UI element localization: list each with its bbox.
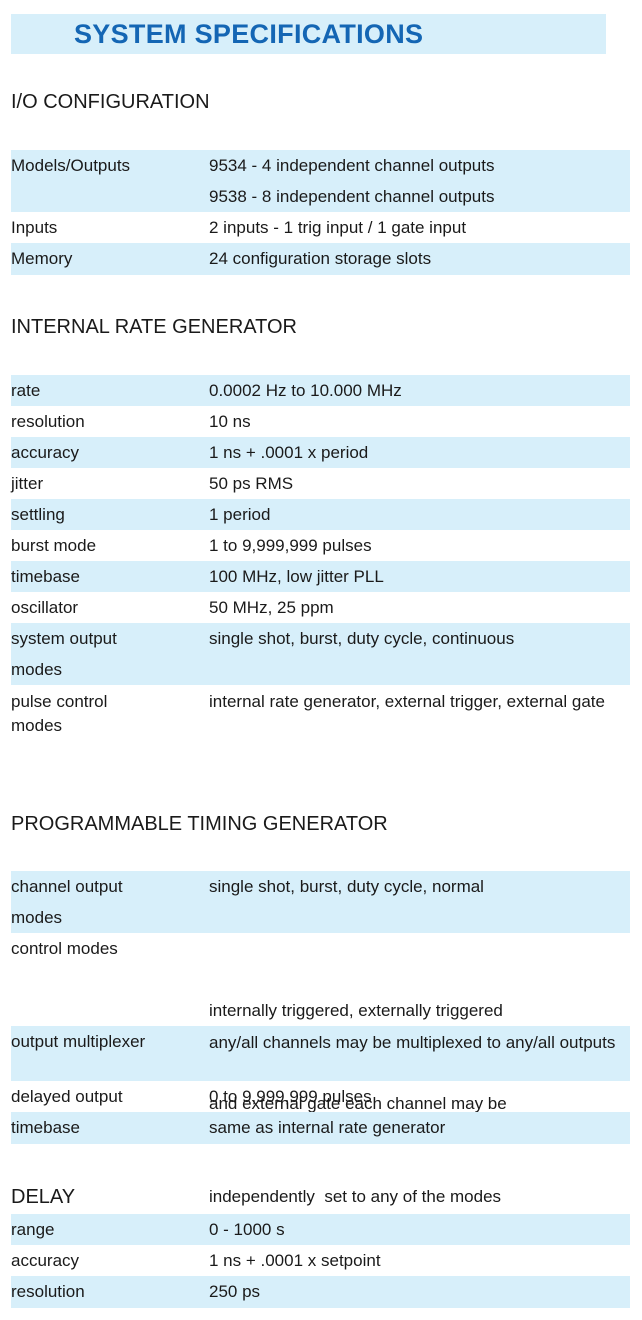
spec-label: accuracy [11, 1251, 80, 1270]
spec-row-output-multiplexer: output multiplexer any/all channels may … [11, 1026, 630, 1081]
page-title: SYSTEM SPECIFICATIONS [74, 19, 424, 49]
spec-row-oscillator: oscillator 50 MHz, 25 ppm [11, 592, 630, 623]
spec-label: delayed output [11, 1087, 123, 1106]
spec-label: oscillator [11, 598, 79, 617]
spec-value-line: 9534 - 4 independent channel outputs [209, 156, 495, 175]
spec-row-models-outputs: Models/Outputs 9534 - 4 independent chan… [11, 150, 630, 212]
spec-value: 0.0002 Hz to 10.000 MHz [209, 381, 402, 400]
spec-value: any/all channels may be multiplexed to a… [209, 1033, 616, 1052]
spec-label: resolution [11, 412, 85, 431]
spec-row-memory: Memory 24 configuration storage slots [11, 243, 630, 275]
spec-value: 250 ps [209, 1282, 261, 1301]
spec-value-line: and external gate each channel may be [209, 1094, 507, 1113]
spec-row-burst-mode: burst mode 1 to 9,999,999 pulses [11, 530, 630, 561]
spec-label: control modes [11, 939, 118, 958]
spec-label: Inputs [11, 218, 58, 237]
spec-label: pulse control modes [11, 692, 108, 735]
spec-row-channel-output-modes: channel output modes single shot, burst,… [11, 871, 630, 933]
spec-row-system-output-modes: system output modes single shot, burst, … [11, 623, 630, 685]
section-heading-io-configuration: I/O CONFIGURATION [11, 91, 210, 113]
spec-label: accuracy [11, 443, 80, 462]
spec-row-delayed-output: delayed output 0 to 9,999,999 pulses [11, 1081, 630, 1112]
spec-label: rate [11, 381, 41, 400]
spec-row-inputs: Inputs 2 inputs - 1 trig input / 1 gate … [11, 212, 630, 243]
spec-label: channel output modes [11, 877, 123, 927]
spec-label: burst mode [11, 536, 97, 555]
section-heading-delay: DELAY [11, 1186, 76, 1208]
spec-value: 2 inputs - 1 trig input / 1 gate input [209, 218, 467, 237]
spec-value-line: internally triggered, externally trigger… [209, 1001, 503, 1020]
spec-value: 1 ns + .0001 x period [209, 443, 369, 462]
section-heading-programmable-timing-generator: PROGRAMMABLE TIMING GENERATOR [11, 813, 388, 835]
spec-row-timebase: timebase same as internal rate generator [11, 1112, 630, 1144]
spec-row-pulse-control-modes: pulse control modes internal rate genera… [11, 690, 630, 744]
spec-value: same as internal rate generator [209, 1118, 446, 1137]
spec-value: single shot, burst, duty cycle, normal [209, 877, 484, 896]
spec-row-accuracy: accuracy 1 ns + .0001 x period [11, 437, 630, 468]
spec-label: jitter [11, 474, 44, 493]
spec-label: output multiplexer [11, 1032, 146, 1051]
section-heading-internal-rate-generator: INTERNAL RATE GENERATOR [11, 316, 297, 338]
spec-value: 1 period [209, 505, 271, 524]
spec-row-accuracy: accuracy 1 ns + .0001 x setpoint [11, 1245, 630, 1276]
spec-value: 10 ns [209, 412, 251, 431]
spec-value: 50 MHz, 25 ppm [209, 598, 334, 617]
title-banner: SYSTEM SPECIFICATIONS [11, 14, 606, 54]
spec-value-line: 9538 - 8 independent channel outputs [209, 187, 495, 206]
spec-row-resolution: resolution 250 ps [11, 1276, 630, 1308]
spec-value: 1 to 9,999,999 pulses [209, 536, 372, 555]
spec-value: 9534 - 4 independent channel outputs 953… [209, 150, 494, 212]
spec-value: single shot, burst, duty cycle, continuo… [209, 629, 515, 648]
spec-label: timebase [11, 567, 80, 586]
spec-label: system output modes [11, 629, 117, 679]
spec-value: internal rate generator, external trigge… [209, 692, 605, 711]
spec-value: 0 - 1000 s [209, 1220, 285, 1239]
spec-label: range [11, 1220, 55, 1239]
spec-label: timebase [11, 1118, 80, 1137]
spec-value-line: independently set to any of the modes [209, 1187, 502, 1206]
spec-row-range: range 0 - 1000 s [11, 1214, 630, 1245]
spec-value: 50 ps RMS [209, 474, 294, 493]
spec-row-timebase: timebase 100 MHz, low jitter PLL [11, 561, 630, 592]
spec-label: settling [11, 505, 65, 524]
spec-row-resolution: resolution 10 ns [11, 406, 630, 437]
spec-value: 24 configuration storage slots [209, 249, 432, 268]
spec-value: 1 ns + .0001 x setpoint [209, 1251, 381, 1270]
spec-row-rate: rate 0.0002 Hz to 10.000 MHz [11, 375, 630, 406]
spec-row-settling: settling 1 period [11, 499, 630, 530]
spec-value: internally triggered, externally trigger… [209, 933, 507, 1274]
spec-row-jitter: jitter 50 ps RMS [11, 468, 630, 499]
spec-value: 100 MHz, low jitter PLL [209, 567, 384, 586]
spec-label: resolution [11, 1282, 85, 1301]
spec-label: Memory [11, 249, 73, 268]
spec-value: 0 to 9,999,999 pulses [209, 1087, 372, 1106]
spec-row-control-modes: control modes internally triggered, exte… [11, 933, 630, 1206]
spec-label: Models/Outputs [11, 156, 131, 175]
